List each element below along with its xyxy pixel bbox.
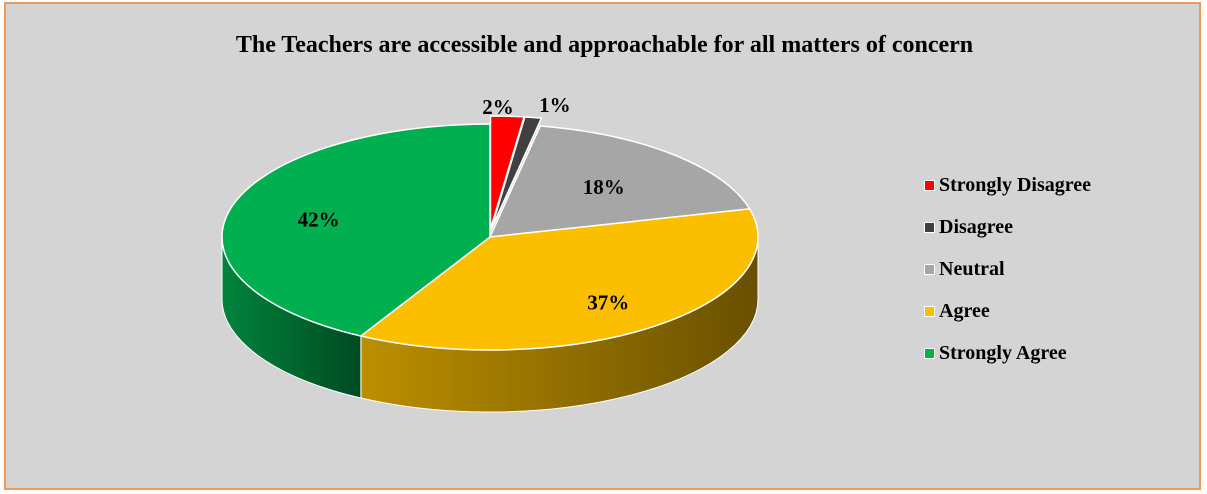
- data-label-strongly-disagree: 2%: [482, 95, 514, 119]
- chart-frame: The Teachers are accessible and approach…: [4, 2, 1201, 490]
- slice-strongly-agree: [221, 123, 491, 337]
- slice-neutral: [488, 125, 751, 238]
- legend-swatch: [924, 263, 935, 275]
- slice-strongly-disagree: [489, 115, 526, 230]
- legend-label: Disagree: [939, 215, 1014, 238]
- legend-item-strongly-agree: Strongly Agree: [924, 332, 1091, 374]
- legend: Strongly Disagree Disagree Neutral Agree…: [924, 164, 1091, 374]
- slice-agree: [359, 208, 759, 351]
- legend-swatch: [924, 179, 935, 191]
- pie-chart: 2% 1% 18% 37% 42%: [221, 93, 759, 413]
- data-label-disagree: 1%: [539, 93, 571, 117]
- data-label-neutral: 18%: [583, 175, 625, 199]
- legend-item-neutral: Neutral: [924, 248, 1091, 290]
- legend-item-agree: Agree: [924, 290, 1091, 332]
- legend-label: Agree: [939, 299, 990, 322]
- legend-label: Strongly Agree: [939, 341, 1067, 364]
- legend-item-disagree: Disagree: [924, 206, 1091, 248]
- slice-disagree: [490, 116, 543, 230]
- legend-item-strongly-disagree: Strongly Disagree: [924, 164, 1091, 206]
- chart-title: The Teachers are accessible and approach…: [235, 32, 974, 58]
- data-label-strongly-agree: 42%: [298, 207, 340, 231]
- legend-swatch: [924, 305, 935, 317]
- legend-swatch: [924, 221, 935, 233]
- legend-label: Strongly Disagree: [939, 173, 1092, 196]
- legend-swatch: [924, 347, 935, 359]
- legend-label: Neutral: [939, 257, 1005, 280]
- data-label-agree: 37%: [587, 290, 629, 314]
